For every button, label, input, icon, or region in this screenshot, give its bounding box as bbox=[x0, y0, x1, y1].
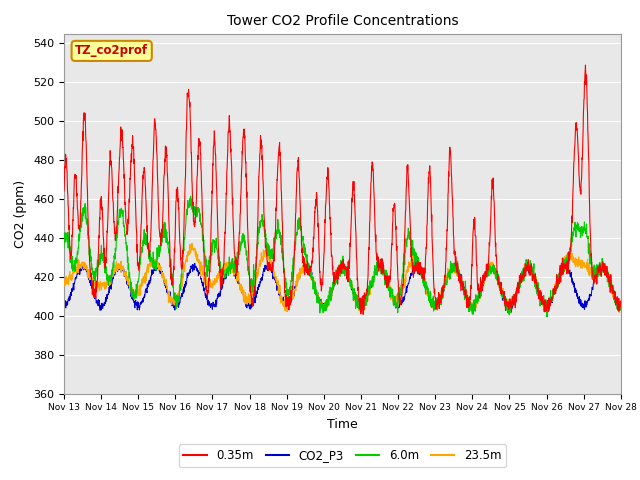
Title: Tower CO2 Profile Concentrations: Tower CO2 Profile Concentrations bbox=[227, 14, 458, 28]
Text: TZ_co2prof: TZ_co2prof bbox=[75, 44, 148, 58]
Y-axis label: CO2 (ppm): CO2 (ppm) bbox=[15, 180, 28, 248]
Legend: 0.35m, CO2_P3, 6.0m, 23.5m: 0.35m, CO2_P3, 6.0m, 23.5m bbox=[179, 444, 506, 467]
X-axis label: Time: Time bbox=[327, 418, 358, 431]
